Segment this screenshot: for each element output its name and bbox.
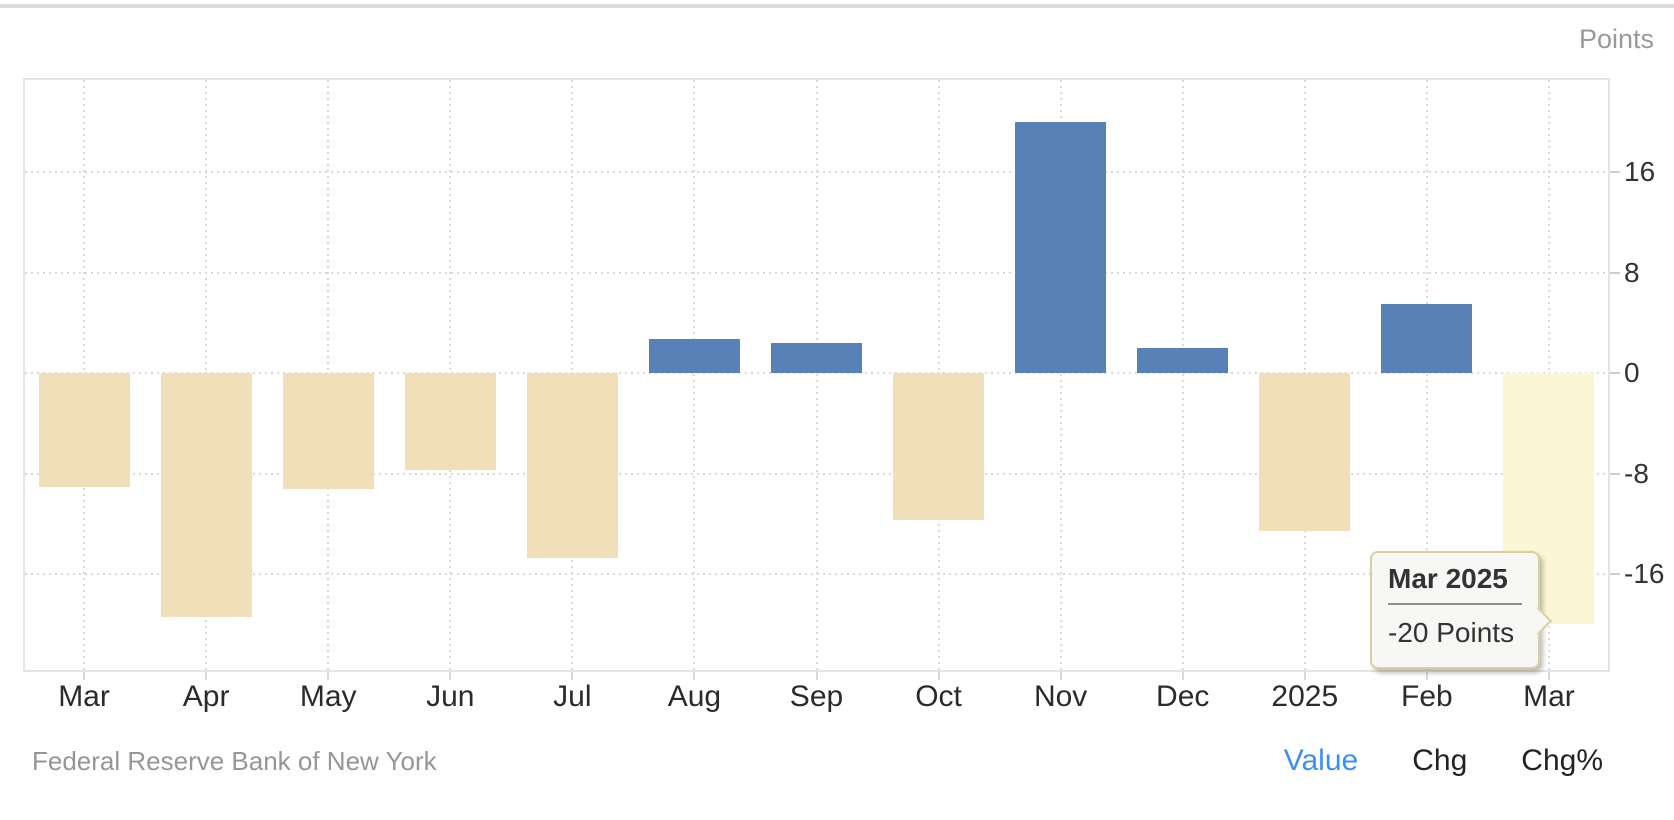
y-axis-tick xyxy=(1610,271,1620,274)
bar-dec[interactable] xyxy=(1137,348,1229,374)
y-axis-tick xyxy=(1610,372,1620,375)
top-divider xyxy=(0,4,1674,8)
v-gridline xyxy=(1059,80,1062,670)
x-axis-tick xyxy=(815,672,818,680)
x-axis-tick xyxy=(1181,672,1184,680)
v-gridline xyxy=(1425,80,1428,670)
source-attribution: Federal Reserve Bank of New York xyxy=(32,746,437,776)
tooltip-value: -20 Points xyxy=(1388,617,1515,648)
y-axis-label: -16 xyxy=(1624,558,1665,590)
x-axis-label: Nov xyxy=(1033,680,1088,713)
bar-feb[interactable] xyxy=(1381,304,1473,374)
x-axis-tick xyxy=(327,672,330,680)
y-axis-tick xyxy=(1610,171,1620,174)
tab-chg-pct[interactable]: Chg% xyxy=(1521,744,1603,777)
x-axis-label: Jun xyxy=(426,680,475,713)
bar-nov[interactable] xyxy=(1015,121,1107,374)
x-axis-tick xyxy=(571,672,574,680)
x-axis-label: May xyxy=(299,680,357,713)
bar-jul[interactable] xyxy=(526,373,618,558)
y-axis-tick xyxy=(1610,573,1620,576)
x-axis-tick xyxy=(1303,672,1306,680)
footer-tabs: Value Chg Chg% xyxy=(1284,744,1603,778)
v-gridline xyxy=(693,80,696,670)
x-axis-tick xyxy=(1059,672,1062,680)
x-axis-label: Aug xyxy=(667,680,722,713)
x-axis-tick xyxy=(205,672,208,680)
bar-apr[interactable] xyxy=(160,373,252,617)
x-axis-tick xyxy=(449,672,452,680)
plot-area xyxy=(23,78,1610,672)
bar-jun[interactable] xyxy=(404,373,496,470)
x-axis-tick xyxy=(1547,672,1550,680)
bar-aug[interactable] xyxy=(648,339,740,374)
x-axis-label: Oct xyxy=(915,680,962,713)
x-axis-label: 2025 xyxy=(1271,680,1339,713)
v-gridline xyxy=(815,80,818,670)
tab-chg[interactable]: Chg xyxy=(1412,744,1468,777)
y-axis-unit-label: Points xyxy=(1578,24,1654,54)
tooltip: Mar 2025 -20 Points xyxy=(1370,551,1553,669)
x-axis-label: Feb xyxy=(1401,680,1453,713)
bar-2025[interactable] xyxy=(1259,373,1351,532)
tooltip-separator xyxy=(1388,603,1522,605)
y-axis-label: 16 xyxy=(1624,156,1656,188)
bar-sep[interactable] xyxy=(771,342,862,374)
x-axis-label: Apr xyxy=(182,680,230,713)
bar-mar[interactable] xyxy=(38,373,130,488)
v-gridline xyxy=(1181,80,1184,670)
bar-may[interactable] xyxy=(282,373,374,489)
y-axis-label: 8 xyxy=(1624,256,1640,288)
bar-oct[interactable] xyxy=(893,373,985,521)
x-axis-label: Mar xyxy=(58,680,110,713)
x-axis-label: Mar xyxy=(1523,680,1575,713)
x-axis-label: Jul xyxy=(553,680,592,713)
x-axis-label: Dec xyxy=(1156,680,1210,713)
tooltip-title: Mar 2025 xyxy=(1388,563,1508,594)
tab-value[interactable]: Value xyxy=(1283,744,1359,777)
x-axis-tick xyxy=(1425,672,1428,680)
x-axis-tick xyxy=(693,672,696,680)
x-axis-tick xyxy=(937,672,940,680)
x-axis-label: Sep xyxy=(789,680,844,713)
y-axis-label: -8 xyxy=(1624,457,1649,489)
y-axis-label: 0 xyxy=(1624,357,1640,389)
x-axis-tick xyxy=(83,672,86,680)
y-axis-tick xyxy=(1610,472,1620,475)
